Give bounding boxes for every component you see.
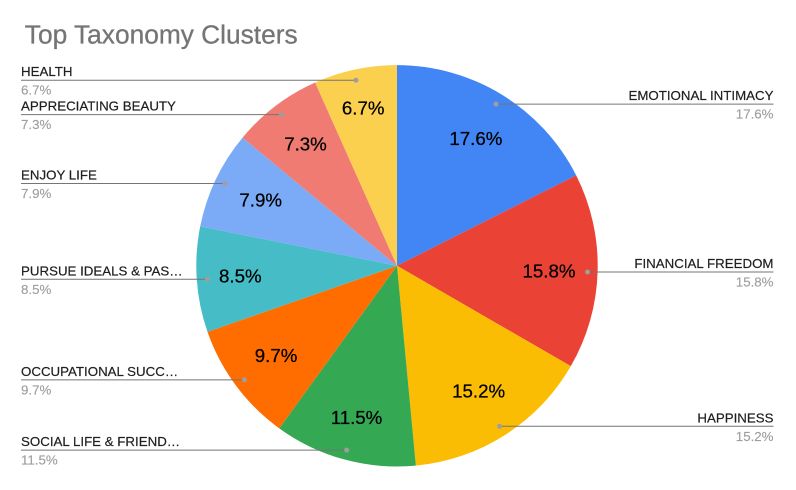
svg-text:PURSUE IDEALS & PAS…: PURSUE IDEALS & PAS… — [21, 263, 183, 278]
svg-text:Top Taxonomy Clusters: Top Taxonomy Clusters — [25, 19, 298, 49]
svg-text:HAPPINESS: HAPPINESS — [697, 410, 773, 425]
svg-text:EMOTIONAL INTIMACY: EMOTIONAL INTIMACY — [628, 88, 773, 103]
svg-text:APPRECIATING BEAUTY: APPRECIATING BEAUTY — [21, 99, 176, 114]
svg-text:6.7%: 6.7% — [21, 83, 51, 98]
svg-text:6.7%: 6.7% — [342, 97, 385, 118]
svg-text:7.9%: 7.9% — [21, 186, 51, 201]
svg-text:8.5%: 8.5% — [21, 282, 51, 297]
svg-text:9.7%: 9.7% — [255, 345, 298, 366]
svg-text:9.7%: 9.7% — [21, 382, 51, 397]
svg-text:7.3%: 7.3% — [284, 134, 327, 155]
svg-text:15.8%: 15.8% — [736, 275, 774, 290]
svg-text:SOCIAL LIFE & FRIEND…: SOCIAL LIFE & FRIEND… — [21, 434, 180, 449]
svg-text:7.9%: 7.9% — [239, 189, 282, 210]
svg-text:OCCUPATIONAL SUCC…: OCCUPATIONAL SUCC… — [21, 364, 178, 379]
svg-text:17.6%: 17.6% — [736, 107, 774, 122]
svg-text:FINANCIAL FREEDOM: FINANCIAL FREEDOM — [634, 256, 773, 271]
svg-text:17.6%: 17.6% — [449, 128, 502, 149]
svg-text:8.5%: 8.5% — [219, 266, 262, 287]
svg-text:15.8%: 15.8% — [523, 260, 576, 281]
svg-text:7.3%: 7.3% — [21, 117, 51, 132]
svg-text:ENJOY LIFE: ENJOY LIFE — [21, 168, 97, 183]
svg-text:11.5%: 11.5% — [331, 407, 383, 428]
svg-text:15.2%: 15.2% — [736, 429, 774, 444]
svg-text:11.5%: 11.5% — [21, 453, 58, 468]
svg-text:HEALTH: HEALTH — [21, 64, 72, 79]
svg-text:15.2%: 15.2% — [452, 380, 505, 401]
